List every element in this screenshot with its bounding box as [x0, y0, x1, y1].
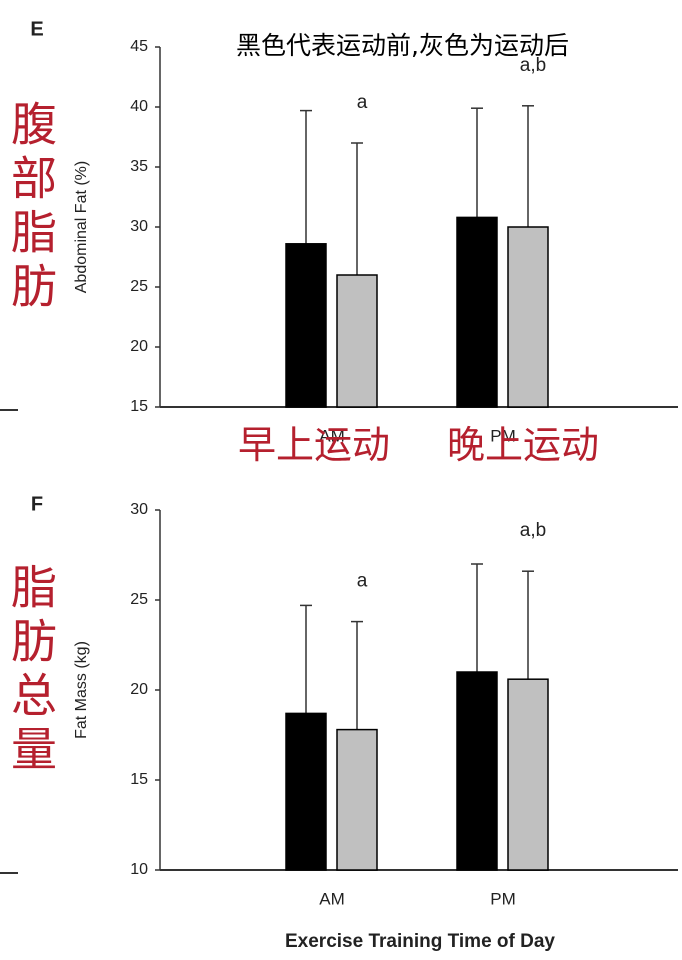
panel-f-caption: 脂肪总量: [4, 563, 58, 779]
y-tick-label: 30: [130, 218, 148, 235]
annotation: a: [357, 92, 368, 113]
note: 黑色代表运动前,灰色为运动后: [236, 31, 569, 60]
annotation: a,b: [520, 55, 546, 76]
y-tick-label: 40: [130, 98, 148, 115]
y-axis-label: Fat Mass (kg): [73, 641, 90, 739]
annotation: a,b: [520, 520, 546, 541]
x-tick-label: AM: [319, 426, 345, 445]
panel-letter: E: [30, 18, 43, 40]
am-caption: 早上运动: [238, 423, 391, 467]
bar: [285, 712, 327, 871]
x-tick-label: PM: [490, 426, 516, 445]
pm-caption: 晚上运动: [447, 423, 600, 467]
bar: [336, 274, 378, 408]
y-tick-label: 20: [130, 338, 148, 355]
y-tick-label: 35: [130, 158, 148, 175]
x-axis-label: Exercise Training Time of Day: [285, 931, 555, 952]
y-tick-label: 10: [130, 861, 148, 878]
bar: [456, 216, 498, 408]
y-tick-label: 15: [130, 398, 148, 415]
bar: [456, 671, 498, 871]
y-tick-label: 20: [130, 681, 148, 698]
y-tick-label: 45: [130, 38, 148, 55]
y-axis-label: Abdominal Fat (%): [73, 161, 90, 294]
bar: [285, 243, 327, 408]
panel-letter: F: [31, 493, 43, 515]
panel-e-caption: 腹部脂肪: [4, 100, 58, 316]
y-tick-label: 25: [130, 278, 148, 295]
annotation: a: [357, 571, 368, 592]
x-tick-label: PM: [490, 889, 516, 908]
bar: [507, 226, 549, 408]
x-tick-label: AM: [319, 889, 345, 908]
y-tick-label: 15: [130, 771, 148, 788]
bar: [507, 678, 549, 871]
y-tick-label: 30: [130, 501, 148, 518]
y-tick-label: 25: [130, 591, 148, 608]
bar: [336, 728, 378, 871]
